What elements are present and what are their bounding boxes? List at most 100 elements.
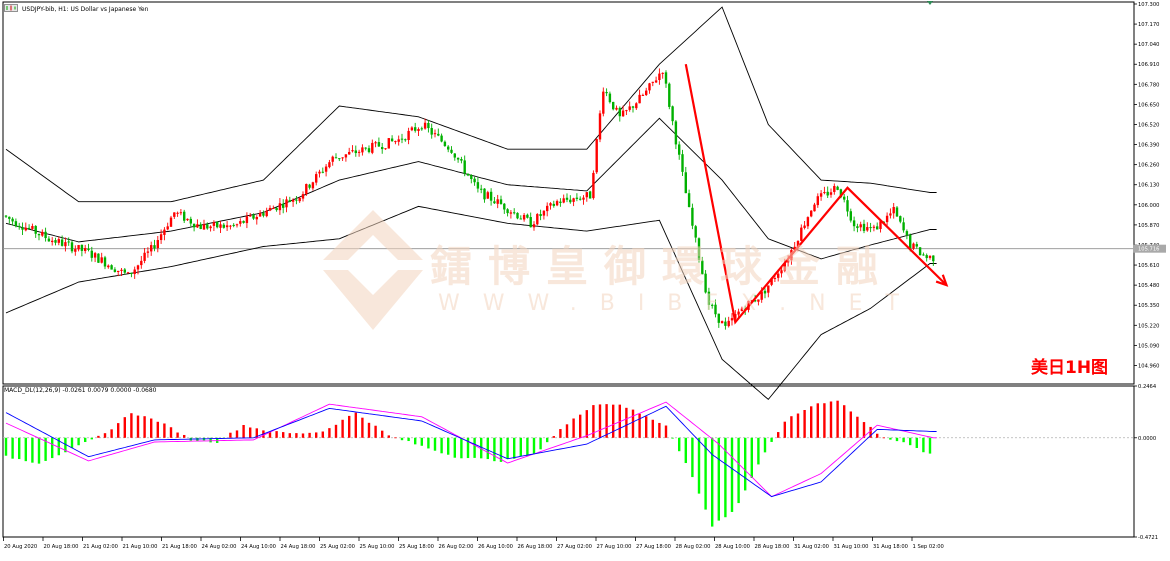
macd-histogram-bar — [275, 431, 278, 438]
candle-body — [209, 226, 212, 229]
candle-body — [912, 243, 915, 249]
candle-body — [783, 263, 786, 271]
candle-body — [351, 150, 354, 152]
time-tick-label: 27 Aug 18:00 — [636, 544, 671, 550]
macd-histogram-bar — [816, 403, 819, 438]
candle-body — [773, 278, 777, 280]
candle — [212, 220, 216, 232]
candle-body — [179, 212, 183, 214]
macd-histogram-bar — [526, 437, 529, 457]
candle-body — [305, 184, 308, 195]
candle-body — [859, 224, 862, 228]
candle-body — [258, 213, 262, 217]
candle-body — [440, 135, 443, 142]
candle — [229, 224, 232, 230]
candle-body — [720, 321, 724, 324]
candle — [902, 217, 905, 233]
macd-histogram-bar — [486, 437, 489, 460]
candle — [295, 196, 298, 205]
candle — [638, 89, 641, 104]
candle — [407, 127, 410, 145]
chart-icon — [4, 4, 18, 12]
candle-body — [463, 160, 466, 174]
candle — [648, 82, 651, 94]
candle — [714, 299, 717, 318]
candle-body — [509, 212, 513, 214]
price-tick-label: 106.390 — [1138, 143, 1159, 149]
candle-body — [176, 212, 179, 214]
candle — [654, 76, 658, 84]
macd-histogram-bar — [427, 437, 430, 449]
macd-histogram-bar — [334, 424, 338, 438]
macd-histogram-bar — [849, 411, 852, 438]
candle-body — [862, 223, 866, 231]
candle-body — [866, 227, 869, 231]
candle — [57, 236, 60, 246]
macd-histogram-bar — [301, 433, 305, 438]
candle — [879, 220, 882, 233]
candle-body — [404, 139, 407, 141]
candle-body — [110, 265, 113, 270]
candle — [823, 186, 826, 195]
candle-body — [364, 147, 367, 149]
price-tick-label: 106.910 — [1138, 62, 1159, 68]
price-tick-label: 107.300 — [1138, 2, 1159, 8]
candle — [466, 173, 470, 177]
candle-body — [262, 213, 265, 216]
candle-body — [522, 214, 526, 220]
candle — [126, 271, 130, 274]
candle-body — [618, 107, 621, 117]
candle — [107, 264, 110, 269]
candle-body — [777, 273, 780, 278]
macd-histogram-bar — [414, 437, 417, 445]
candle-body — [27, 227, 31, 229]
candle — [542, 210, 546, 220]
candle — [100, 252, 103, 264]
candle — [11, 217, 14, 226]
macd-histogram-bar — [354, 412, 357, 438]
candle-body — [93, 253, 97, 258]
candle-body — [354, 150, 357, 154]
macd-histogram-bar — [658, 422, 661, 438]
candle-body — [196, 224, 199, 228]
candle — [377, 137, 381, 147]
candle-body — [569, 199, 572, 203]
candle-body — [684, 172, 687, 194]
candle-body — [11, 218, 14, 222]
macd-histogram-bar — [717, 437, 720, 521]
main-chart-header: USDJPY-bib, H1: US Dollar vs Japanese Ye… — [4, 4, 148, 13]
candle — [697, 237, 701, 263]
current-price-label: 105.716 — [1133, 244, 1166, 253]
candle — [433, 129, 437, 138]
candle-body — [324, 166, 328, 172]
candle-body — [212, 222, 216, 226]
macd-histogram-bar — [103, 433, 107, 438]
candle-body — [763, 290, 767, 294]
macd-histogram-bar — [473, 437, 476, 458]
candle-body — [202, 224, 206, 230]
candle — [918, 247, 922, 256]
candle-body — [199, 224, 202, 230]
watermark: 鐳博皇御環球金融 WWW.BIBFX.NET — [318, 205, 899, 335]
candle — [202, 219, 206, 230]
macd-histogram-bar — [552, 436, 555, 438]
macd-histogram-bar — [150, 418, 153, 438]
candle-body — [163, 229, 166, 235]
candle — [51, 237, 54, 246]
macd-histogram-bar — [249, 427, 252, 438]
candle-body — [18, 225, 21, 228]
candle — [74, 245, 77, 256]
candle — [783, 258, 786, 273]
price-tick-label: 105.090 — [1138, 343, 1159, 349]
candle-body — [852, 220, 856, 227]
candle — [41, 229, 44, 237]
macd-histogram-bar — [651, 419, 654, 438]
candle-body — [780, 270, 783, 274]
candle-body — [169, 217, 173, 227]
candle — [173, 212, 176, 219]
candle — [846, 195, 849, 217]
candle — [674, 120, 678, 150]
candle-body — [839, 189, 843, 198]
candle-body — [800, 227, 803, 241]
candle — [156, 235, 159, 253]
